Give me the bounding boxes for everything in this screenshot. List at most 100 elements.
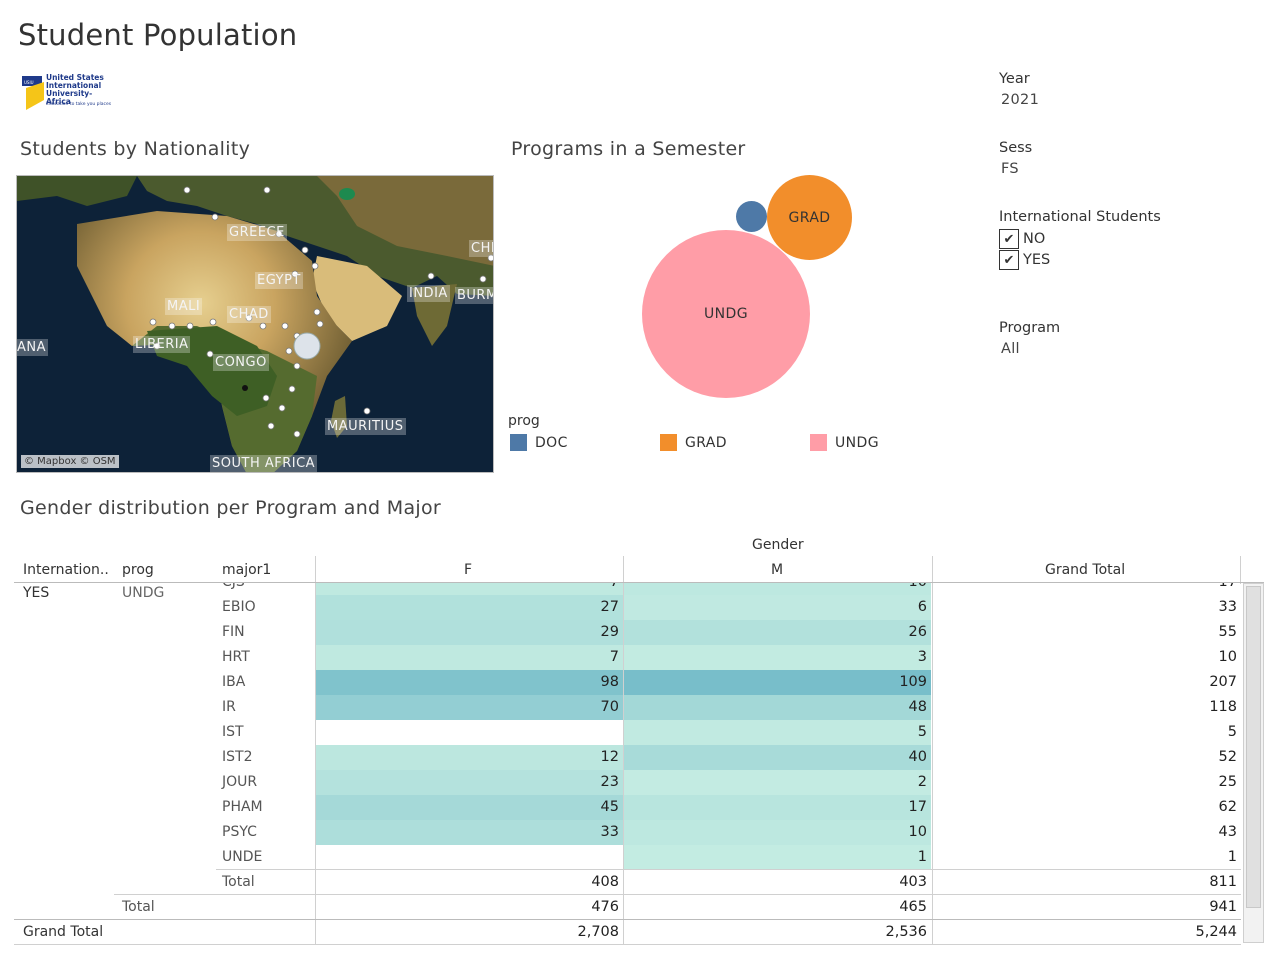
col-header-international[interactable]: Internation.. [23, 562, 109, 578]
page-title: Student Population [18, 18, 298, 52]
table-row-fin[interactable]: FIN 29 26 55 [0, 620, 1280, 645]
legend-label-doc: DOC [535, 434, 568, 451]
cell-total: 207 [1209, 674, 1237, 690]
cell-f: 7 [316, 645, 623, 670]
cell-total: 5 [1227, 724, 1237, 740]
cell-f: 27 [316, 595, 623, 620]
gender-header: Gender [752, 537, 804, 553]
sess-filter-label: Sess [999, 140, 1033, 156]
cell-m: 26 [624, 620, 931, 645]
cell-m: 403 [899, 874, 927, 890]
cell-total: 118 [1209, 699, 1237, 715]
map-credit[interactable]: © Mapbox © OSM [21, 455, 119, 468]
table-row-partial[interactable]: CJS 71017 [0, 583, 1240, 595]
intl-option-yes-label: YES [1023, 252, 1051, 268]
cell-f: 7 [316, 583, 623, 595]
program-filter-value[interactable]: All [1001, 341, 1020, 357]
year-filter-value[interactable]: 2021 [1001, 92, 1040, 108]
checkbox-no[interactable]: ✔ [999, 229, 1019, 249]
table-scrollbar[interactable] [1243, 583, 1264, 943]
intl-row-value: YES [23, 585, 50, 601]
legend-item-undg[interactable]: UNDG [810, 434, 879, 451]
checkbox-yes[interactable]: ✔ [999, 250, 1019, 270]
cell-f: 2,708 [577, 924, 619, 940]
map-label-mauritius[interactable]: MAURITIUS [325, 418, 406, 435]
table-row-subtotal[interactable]: Total 408 403 811 [0, 870, 1280, 895]
row-label: FIN [222, 624, 245, 640]
cell-f: 408 [591, 874, 619, 890]
cell-m: 48 [624, 695, 931, 720]
intl-option-yes[interactable]: ✔ YES [999, 250, 1050, 270]
cell-f [316, 845, 623, 870]
map-label-ghana[interactable]: ANA [17, 339, 49, 356]
col-header-prog[interactable]: prog [122, 562, 154, 578]
bubble-grad[interactable]: GRAD [767, 175, 852, 260]
map-label-south-africa[interactable]: SOUTH AFRICA [210, 455, 318, 472]
table-section-title: Gender distribution per Program and Majo… [20, 497, 442, 519]
bubble-doc[interactable] [736, 201, 767, 232]
intl-option-no[interactable]: ✔ NO [999, 229, 1045, 249]
table-row-hrt[interactable]: HRT 7 3 10 [0, 645, 1280, 670]
table-row-ist[interactable]: IST 5 5 [0, 720, 1280, 745]
legend-swatch-doc [510, 434, 527, 451]
table-row-psyc[interactable]: PSYC 33 10 43 [0, 820, 1280, 845]
map-label-chad[interactable]: CHAD [227, 306, 271, 323]
col-header-f[interactable]: F [464, 562, 473, 578]
prog-legend-title: prog [508, 413, 540, 429]
map-label-egypt[interactable]: EGYPT [255, 272, 303, 289]
cell-m: 6 [624, 595, 931, 620]
map-section-title: Students by Nationality [20, 138, 251, 160]
cell-total: 33 [1218, 599, 1237, 615]
map-label-mali[interactable]: MALI [165, 298, 203, 315]
col-header-grand-total[interactable]: Grand Total [1045, 562, 1126, 578]
cell-total: 811 [1209, 874, 1237, 890]
map-label-greece[interactable]: GREECE [227, 224, 287, 241]
legend-item-doc[interactable]: DOC [510, 434, 568, 451]
table-row-pham[interactable]: PHAM 45 17 62 [0, 795, 1280, 820]
cell-m: 10 [624, 820, 931, 845]
cell-m: 465 [899, 899, 927, 915]
cell-m: 10 [624, 583, 931, 595]
row-label: IR [222, 699, 236, 715]
table-row-grand-total[interactable]: Grand Total 2,708 2,536 5,244 [0, 920, 1280, 945]
cell-f: 29 [316, 620, 623, 645]
row-label: Total [122, 899, 155, 915]
col-header-m[interactable]: M [771, 562, 784, 578]
table-scroll-thumb[interactable] [1246, 586, 1261, 908]
table-row-prog-total[interactable]: Total 476 465 941 [0, 895, 1280, 920]
row-label: HRT [222, 649, 250, 665]
map-label-congo[interactable]: CONGO [213, 354, 269, 371]
cell-m: 109 [624, 670, 931, 695]
intl-option-no-label: NO [1023, 231, 1046, 247]
legend-swatch-undg [810, 434, 827, 451]
table-row-iba[interactable]: IBA 98 109 207 [0, 670, 1280, 695]
cell-m: 5 [624, 720, 931, 745]
cell-m: 2 [624, 770, 931, 795]
table-row-ebio[interactable]: EBIO 27 6 33 [0, 595, 1280, 620]
nationality-map[interactable]: GREECE EGYPT MALI CHAD LIBERIA CONGO IND… [16, 175, 494, 473]
row-label: PSYC [222, 824, 257, 840]
cell-f: 98 [316, 670, 623, 695]
map-label-burma[interactable]: BURM [455, 287, 493, 304]
legend-label-undg: UNDG [835, 434, 879, 451]
university-logo: USIU United States International Universit… [22, 72, 111, 114]
table-row-ir[interactable]: IR 70 48 118 [0, 695, 1280, 720]
map-label-india[interactable]: INDIA [407, 285, 450, 302]
col-header-major[interactable]: major1 [222, 562, 272, 578]
bubble-undg[interactable]: UNDG [642, 230, 810, 398]
cell-m: 2,536 [885, 924, 927, 940]
map-label-china[interactable]: CHI [469, 240, 493, 257]
cell-total: 55 [1218, 624, 1237, 640]
table-row-jour[interactable]: JOUR 23 2 25 [0, 770, 1280, 795]
sess-filter-value[interactable]: FS [1001, 161, 1019, 177]
legend-item-grad[interactable]: GRAD [660, 434, 727, 451]
table-row-unde[interactable]: UNDE 1 1 [0, 845, 1280, 870]
row-label: PHAM [222, 799, 263, 815]
row-label: IBA [222, 674, 246, 690]
cell-m: 3 [624, 645, 931, 670]
legend-label-grad: GRAD [685, 434, 727, 451]
legend-swatch-grad [660, 434, 677, 451]
table-row-ist2[interactable]: IST2 12 40 52 [0, 745, 1280, 770]
map-label-liberia[interactable]: LIBERIA [133, 336, 191, 353]
cell-f: 12 [316, 745, 623, 770]
